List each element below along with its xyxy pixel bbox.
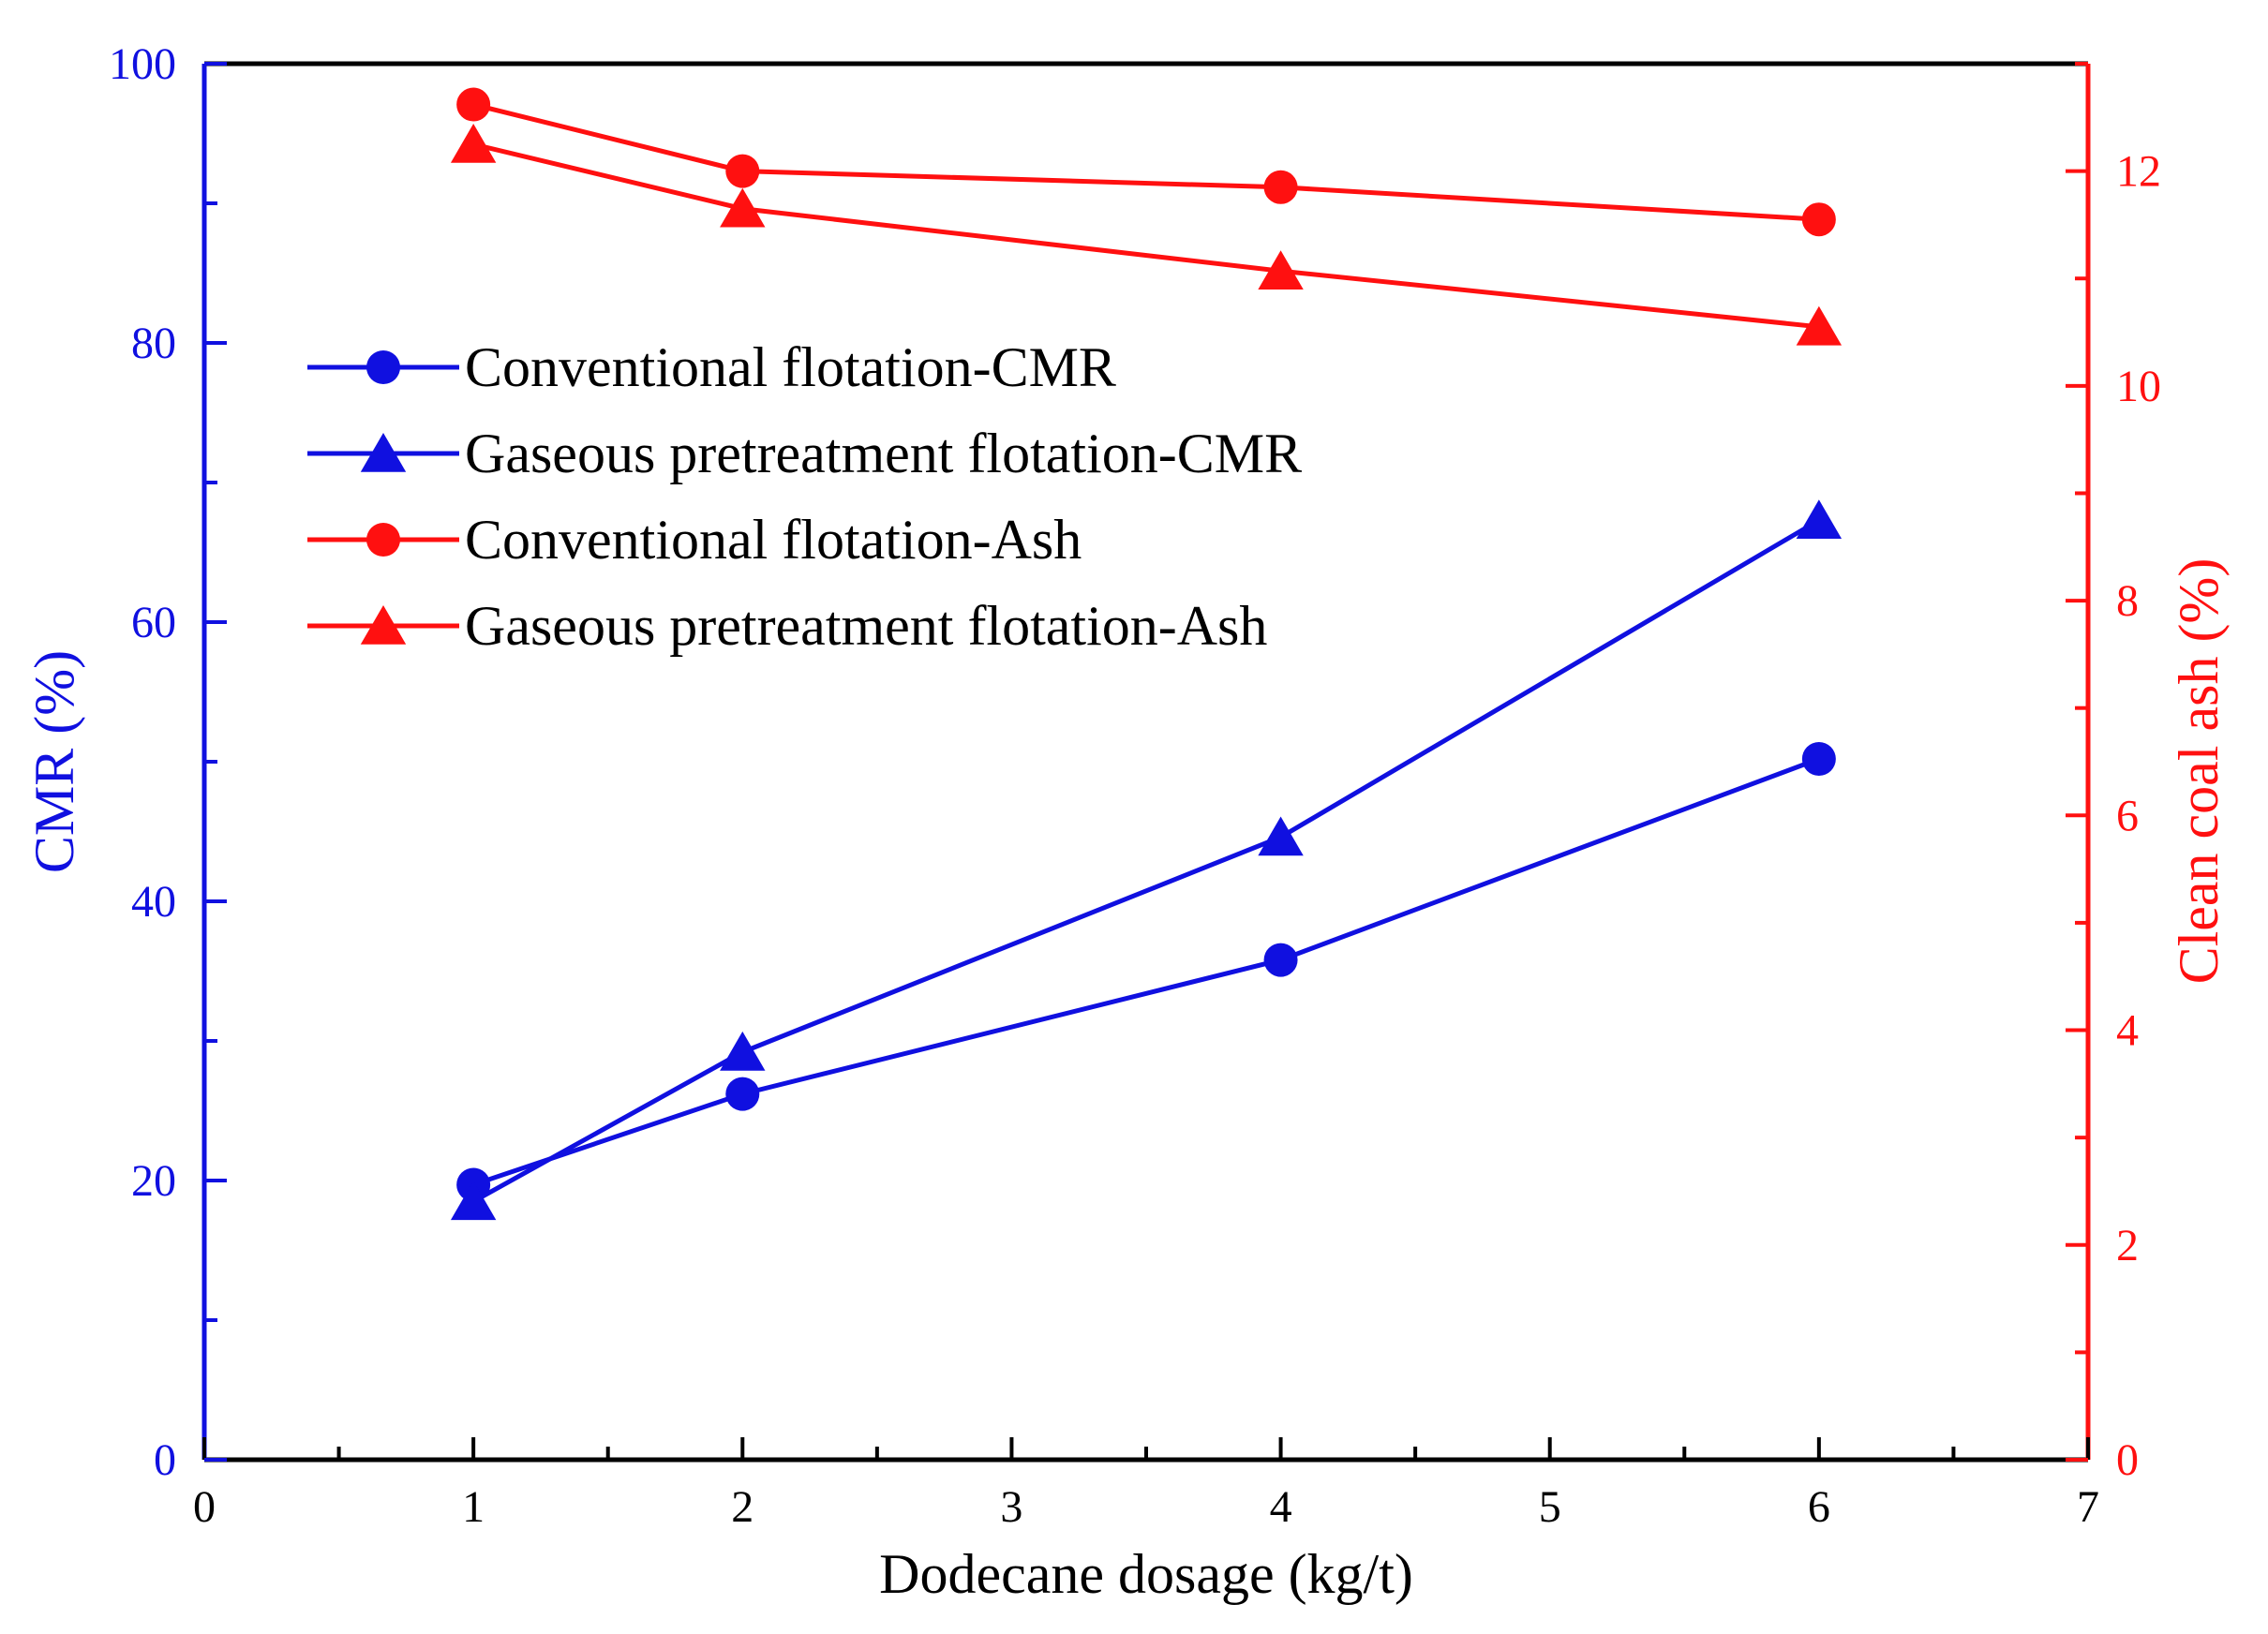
x-tick-label: 0 xyxy=(193,1482,216,1532)
series-layer xyxy=(450,87,1843,1221)
legend-marker-3 xyxy=(366,523,400,557)
series-2-point xyxy=(720,1031,766,1071)
x-tick-label: 4 xyxy=(1270,1482,1292,1532)
y-left-tick-label: 40 xyxy=(131,877,176,927)
legend: Conventional flotation-CMR Gaseous pretre… xyxy=(307,336,1302,657)
series-line-1 xyxy=(472,756,1820,1187)
x-tick-label: 6 xyxy=(1808,1482,1830,1532)
y-left-tick-label: 80 xyxy=(131,319,176,368)
x-tick-label: 1 xyxy=(462,1482,485,1532)
y-left-tick-label: 100 xyxy=(109,39,176,89)
series-4-point xyxy=(1796,305,1843,346)
legend-label-4: Gaseous pretreatment flotation-Ash xyxy=(465,595,1267,657)
series-3-point xyxy=(725,154,760,188)
y-left-tick-label: 0 xyxy=(154,1435,176,1485)
series-1-point xyxy=(725,1077,760,1111)
y-right-tick-label: 12 xyxy=(2116,147,2161,197)
x-tick-label: 7 xyxy=(2077,1482,2099,1532)
x-tick-label: 3 xyxy=(1000,1482,1022,1532)
y-left-tick-label: 20 xyxy=(131,1156,176,1206)
series-1-point xyxy=(1801,742,1836,777)
y-right-tick-label: 6 xyxy=(2116,791,2139,840)
x-tick-label: 5 xyxy=(1539,1482,1561,1532)
x-axis-title: Dodecane dosage (kg/t) xyxy=(879,1543,1413,1605)
series-line-2 xyxy=(471,518,1821,1204)
series-2-point xyxy=(450,1181,497,1221)
series-3-point xyxy=(1263,170,1298,204)
series-4-point xyxy=(450,123,497,163)
series-2-point xyxy=(1796,499,1843,540)
y-right-tick-label: 0 xyxy=(2116,1435,2139,1485)
y-left-axis-title: CMR (%) xyxy=(23,650,85,873)
legend-label-1: Conventional flotation-CMR xyxy=(465,336,1116,398)
legend-marker-4 xyxy=(360,605,407,645)
legend-label-2: Gaseous pretreatment flotation-CMR xyxy=(465,423,1302,484)
y-right-tick-label: 2 xyxy=(2116,1221,2139,1270)
y-right-tick-label: 8 xyxy=(2116,576,2139,626)
legend-label-3: Conventional flotation-Ash xyxy=(465,509,1082,571)
y-right-tick-label: 4 xyxy=(2116,1006,2139,1056)
x-tick-label: 2 xyxy=(731,1482,754,1532)
axes-layer xyxy=(201,61,2091,1463)
legend-marker-1 xyxy=(366,350,400,384)
series-4-point xyxy=(1258,250,1304,290)
series-1-point xyxy=(1263,943,1298,977)
series-line-3 xyxy=(472,102,1820,222)
y-right-tick-label: 10 xyxy=(2116,362,2161,411)
legend-marker-2 xyxy=(360,433,407,472)
y-left-tick-label: 60 xyxy=(131,598,176,647)
series-line-4 xyxy=(472,141,1820,330)
y-right-axis-title: Clean coal ash (%) xyxy=(2168,558,2230,985)
series-3-point xyxy=(1801,202,1836,237)
series-3-point xyxy=(456,87,491,122)
series-4-point xyxy=(720,187,766,228)
series-2-point xyxy=(1258,816,1304,856)
